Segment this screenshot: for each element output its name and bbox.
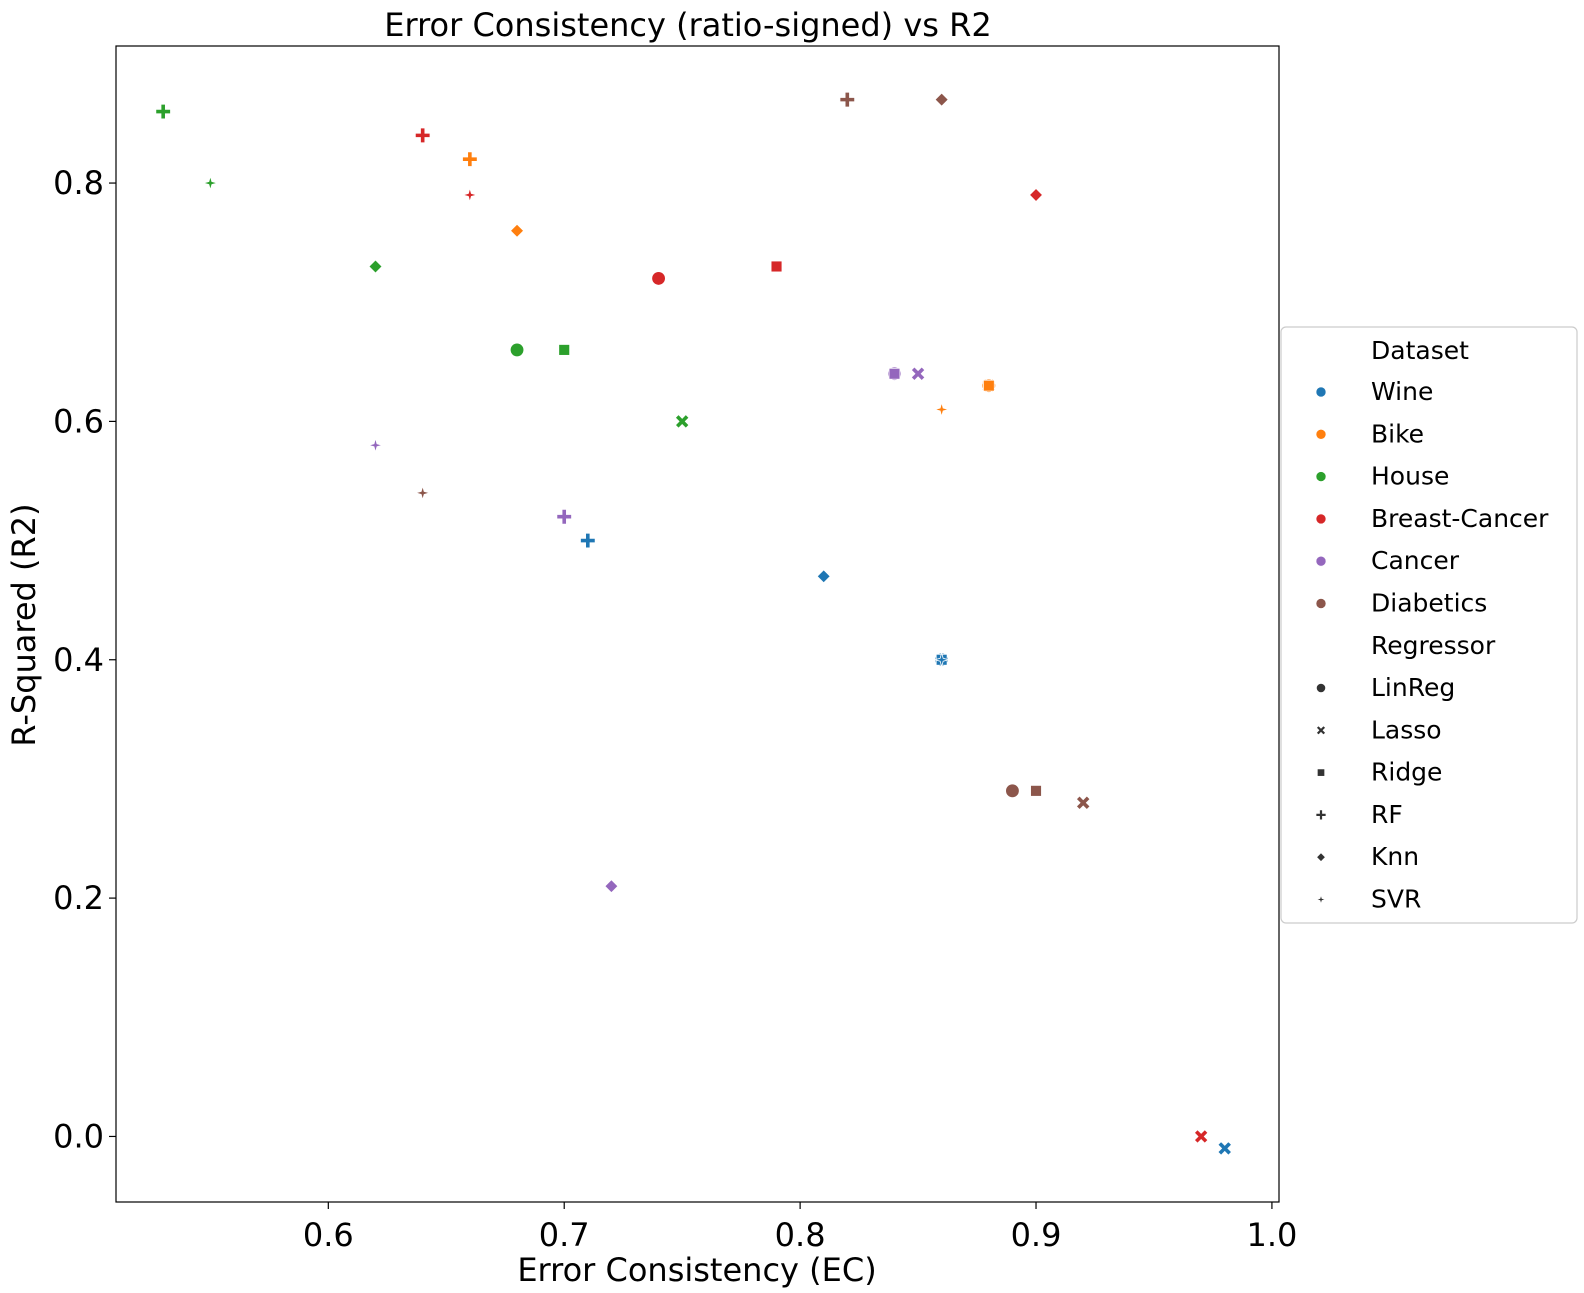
point-bike-rf bbox=[462, 151, 478, 167]
legend-regressor-label: Ridge bbox=[1371, 758, 1442, 787]
legend-dataset-swatch bbox=[1315, 428, 1327, 440]
point-breast-cancer-svr bbox=[461, 186, 479, 204]
data-points bbox=[155, 91, 1233, 1156]
legend-regressor-marker bbox=[1315, 852, 1327, 863]
legend-regressor-label: LinReg bbox=[1371, 673, 1455, 702]
chart-title: Error Consistency (ratio-signed) vs R2 bbox=[384, 6, 991, 44]
point-breast-cancer-linreg bbox=[651, 271, 666, 286]
legend-dataset-label: Diabetics bbox=[1371, 589, 1487, 618]
legend-regressor-marker bbox=[1315, 682, 1327, 694]
legend-dataset-label: Wine bbox=[1371, 377, 1433, 406]
legend-regressor-marker bbox=[1315, 725, 1327, 736]
legend-frame bbox=[1280, 326, 1578, 924]
legend-regressor-entries: LinReg Lasso Ridge RF Knn SVR bbox=[1314, 673, 1455, 914]
x-tick-label: 0.7 bbox=[539, 1216, 590, 1254]
point-diabetics-svr bbox=[414, 484, 431, 502]
legend-regressor-label: Lasso bbox=[1371, 715, 1442, 744]
point-cancer-knn bbox=[604, 879, 619, 894]
y-tick-label: 0.4 bbox=[53, 641, 104, 679]
point-diabetics-lasso bbox=[1075, 795, 1091, 811]
legend-dataset-swatch bbox=[1315, 555, 1327, 567]
x-tick-label: 1.0 bbox=[1246, 1216, 1297, 1254]
point-house-lasso bbox=[674, 414, 690, 429]
point-wine-knn bbox=[816, 569, 831, 584]
legend-dataset-label: Cancer bbox=[1371, 546, 1460, 575]
point-breast-cancer-lasso bbox=[1193, 1129, 1209, 1144]
point-breast-cancer-knn bbox=[1028, 187, 1044, 203]
plot-area bbox=[115, 45, 1280, 1203]
legend-dataset-title: Dataset bbox=[1371, 336, 1469, 365]
legend-dataset-swatch bbox=[1315, 513, 1327, 525]
legend-dataset-swatch bbox=[1315, 386, 1327, 398]
y-tick-label: 0.0 bbox=[53, 1117, 104, 1155]
legend-regressor-label: Knn bbox=[1371, 842, 1419, 871]
point-wine-rf bbox=[580, 532, 596, 549]
point-wine-lasso bbox=[1217, 1141, 1233, 1156]
legend-regressor-title: Regressor bbox=[1371, 631, 1496, 660]
point-diabetics-knn bbox=[934, 92, 949, 107]
legend-regressor-label: RF bbox=[1371, 800, 1403, 829]
legend-dataset-swatch bbox=[1315, 598, 1327, 609]
x-axis-label: Error Consistency (EC) bbox=[517, 1251, 876, 1289]
point-bike-ridge bbox=[982, 379, 995, 392]
legend-dataset-label: House bbox=[1371, 462, 1449, 491]
point-house-ridge bbox=[558, 344, 571, 356]
legend-dataset-label: Breast-Cancer bbox=[1371, 504, 1549, 533]
legend-dataset-swatch bbox=[1315, 471, 1327, 482]
legend-dataset-entries: Wine Bike House Breast-Cancer Cancer Diabetic… bbox=[1315, 377, 1549, 618]
point-house-linreg bbox=[509, 342, 525, 358]
x-axis-ticks: 0.6 0.7 0.8 0.9 1.0 bbox=[303, 1202, 1297, 1254]
point-cancer-lasso bbox=[910, 366, 926, 382]
y-axis-label: R-Squared (R2) bbox=[5, 503, 43, 746]
point-breast-cancer-rf bbox=[414, 127, 431, 144]
point-cancer-rf bbox=[556, 508, 572, 525]
point-house-svr bbox=[202, 174, 219, 192]
y-tick-label: 0.6 bbox=[53, 402, 104, 440]
point-wine-svr bbox=[933, 651, 950, 669]
legend-regressor-label: SVR bbox=[1371, 885, 1421, 914]
y-tick-label: 0.2 bbox=[53, 879, 104, 917]
point-diabetics-linreg bbox=[1005, 783, 1020, 799]
x-tick-label: 0.9 bbox=[1011, 1216, 1062, 1254]
legend: Dataset Wine Bike House Breast-Cancer Cancer… bbox=[1280, 326, 1578, 924]
point-cancer-svr bbox=[367, 436, 384, 454]
y-tick-label: 0.8 bbox=[53, 164, 104, 202]
point-diabetics-ridge bbox=[1030, 784, 1042, 797]
point-bike-svr bbox=[933, 401, 950, 418]
point-diabetics-rf bbox=[839, 91, 856, 108]
legend-regressor-marker bbox=[1315, 809, 1327, 821]
point-breast-cancer-ridge bbox=[770, 260, 783, 273]
x-tick-label: 0.6 bbox=[303, 1216, 354, 1254]
legend-dataset-label: Bike bbox=[1371, 419, 1424, 448]
point-bike-knn bbox=[509, 223, 525, 238]
point-house-rf bbox=[155, 103, 171, 120]
point-house-knn bbox=[368, 259, 383, 274]
y-axis-ticks: 0.0 0.2 0.4 0.6 0.8 bbox=[53, 164, 116, 1155]
legend-regressor-marker bbox=[1316, 768, 1326, 777]
point-cancer-ridge bbox=[888, 367, 901, 380]
x-tick-label: 0.8 bbox=[775, 1216, 826, 1254]
legend-regressor-marker bbox=[1314, 893, 1328, 906]
